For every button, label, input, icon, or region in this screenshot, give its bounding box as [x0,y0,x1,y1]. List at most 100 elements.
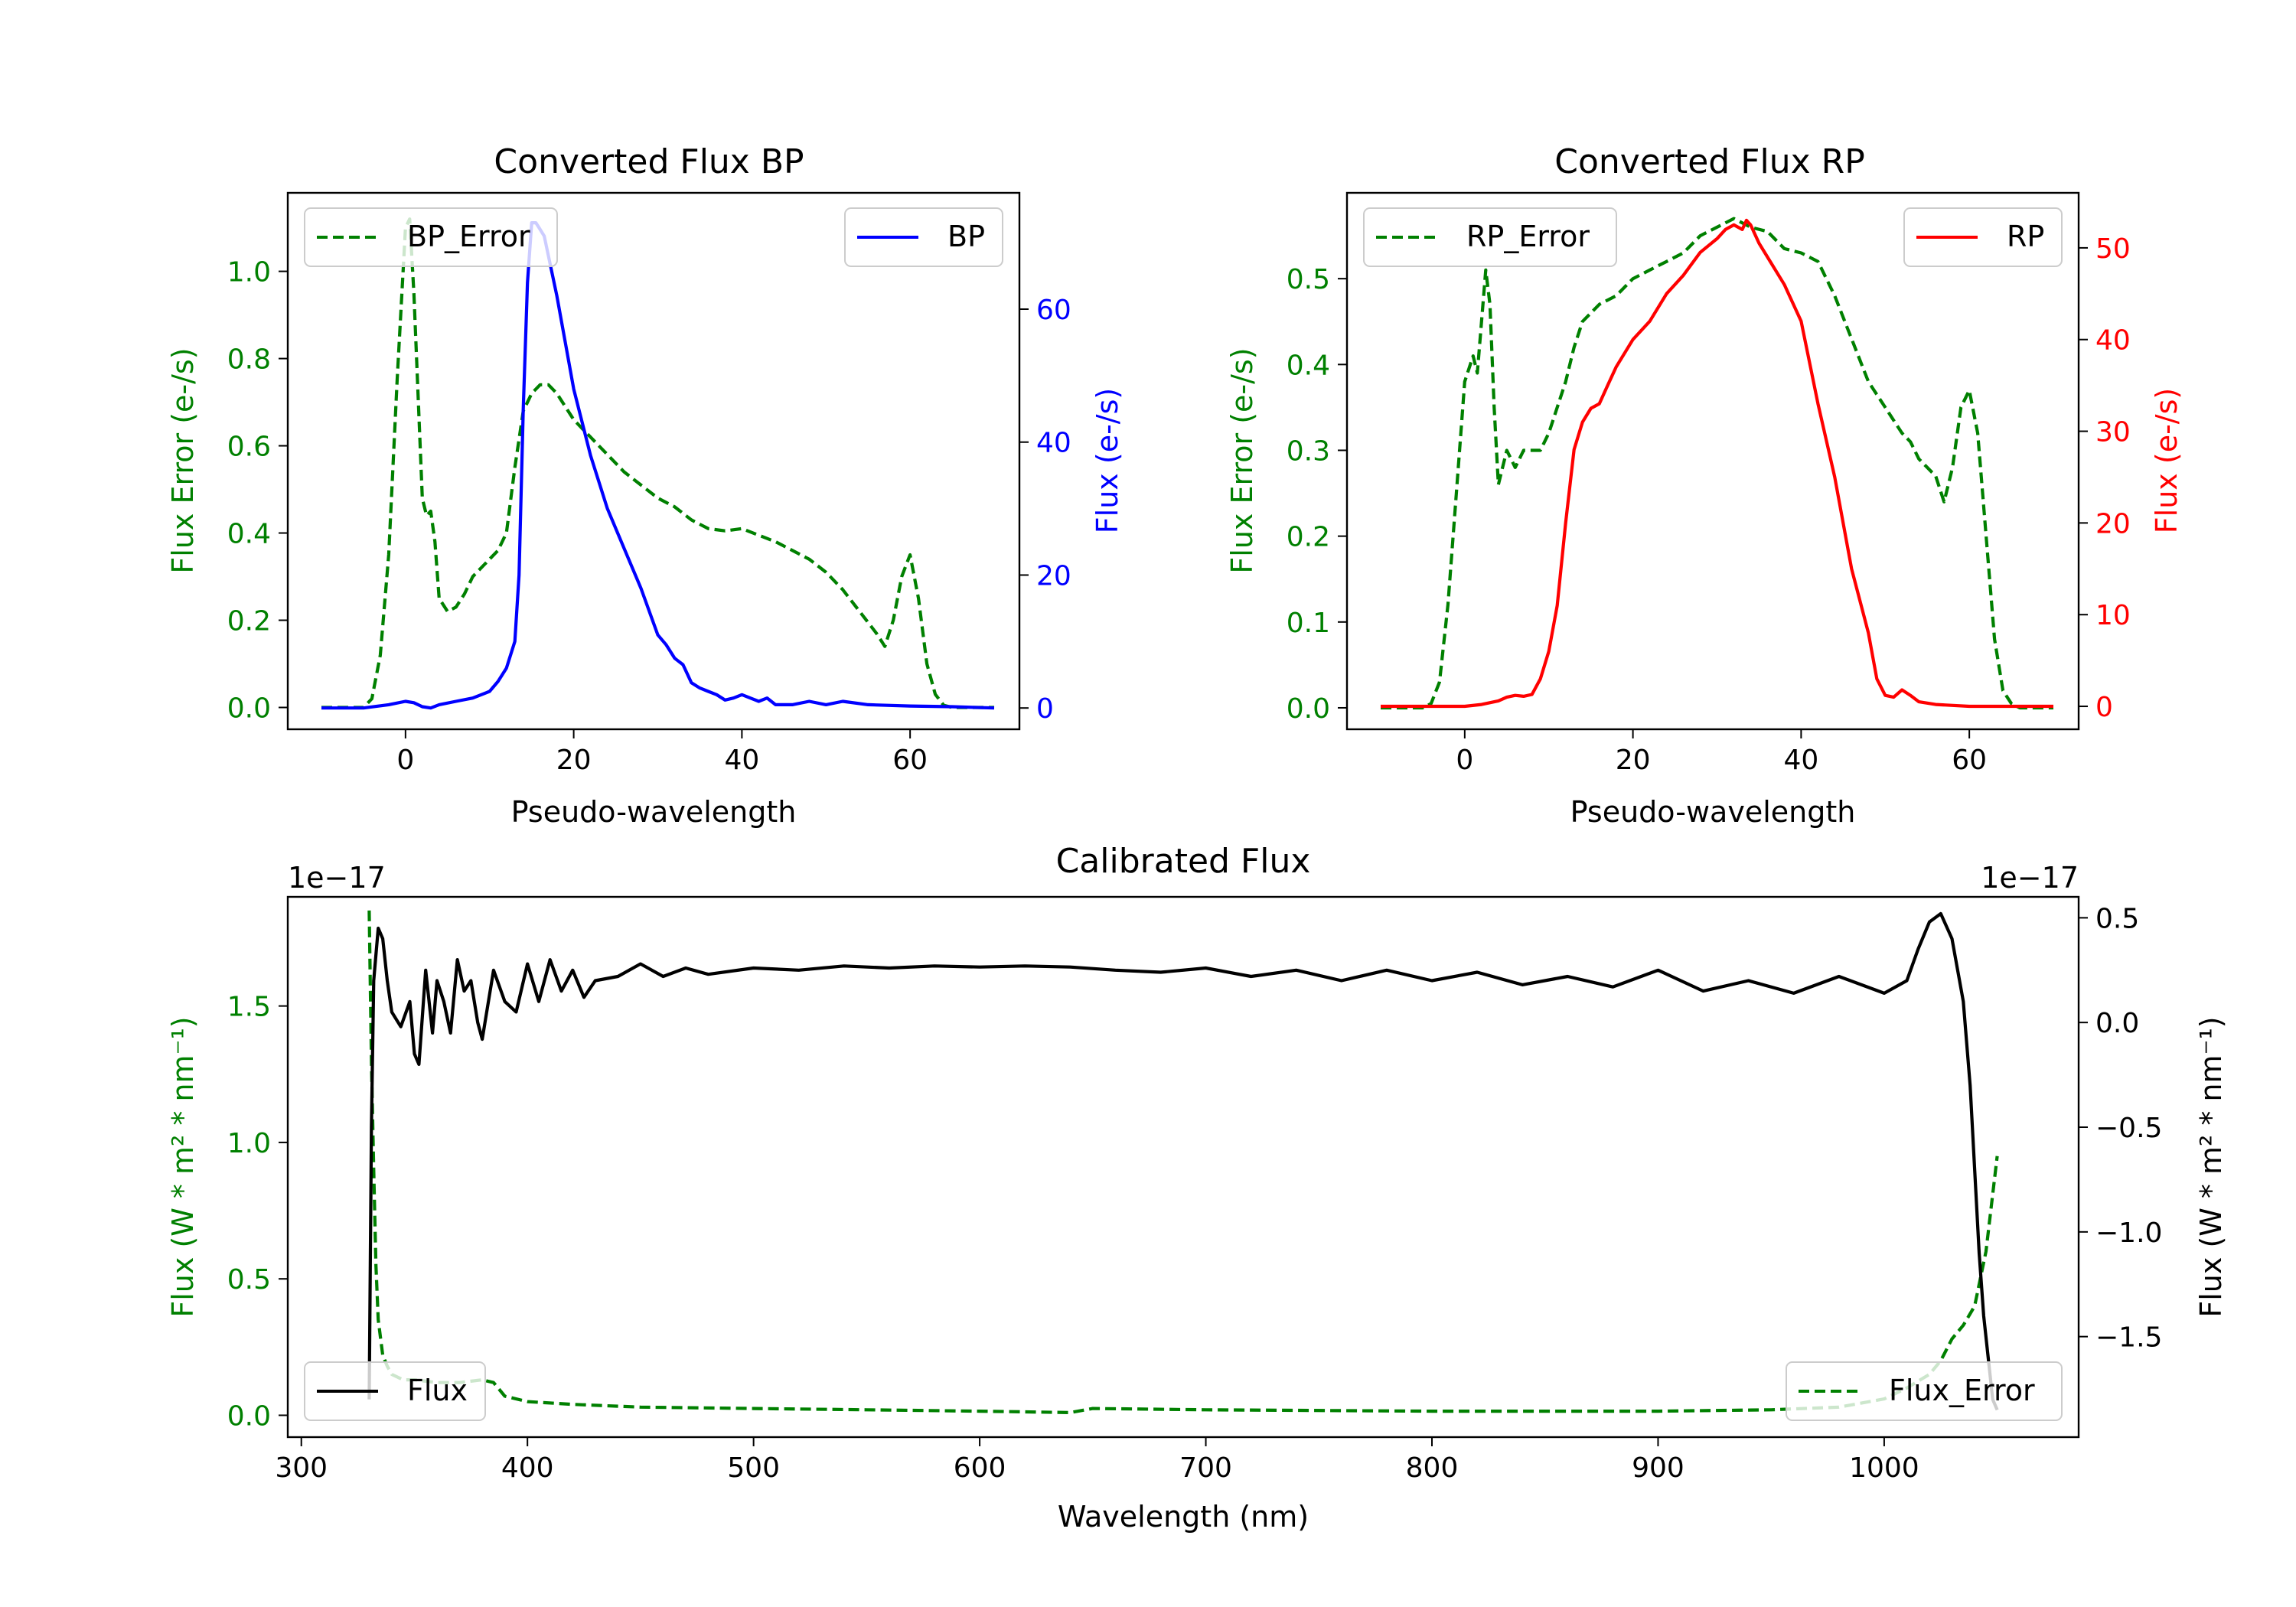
calibrated-left-y-tick-label: 0.0 [227,1400,271,1432]
rp-error-line [1381,217,2053,710]
rp-error-legend-label: RP_Error [1466,220,1590,253]
bp-left-y-tick-label: 1.0 [227,257,271,288]
rp-left-y-label: Flux Error (e-/s) [1225,347,1259,573]
flux-error-line [367,910,1999,1415]
calibrated-right-y-label: Flux (W * m² * nm⁻¹) [2194,1016,2228,1317]
rp-left-y-tick-label: 0.0 [1287,693,1330,725]
calibrated-flux-polyline [367,911,1999,1411]
calibrated-x-tick-label: 300 [275,1452,328,1484]
rp-x-label: Pseudo-wavelength [1570,795,1856,829]
bp-right-y-label: Flux (e-/s) [1091,388,1124,533]
rp-right-y-tick-label: 0 [2095,692,2113,723]
calibrated-right-y-tick-label: 0.0 [2095,1008,2139,1039]
rp-left-y-tick-label: 0.5 [1287,264,1330,295]
panel-calibrated: Calibrated Flux 1e−17 1e−17 300 400 500 600… [166,842,2228,1534]
bp-x-tick-label: 60 [892,745,928,776]
bp-legend-label: BP [947,220,985,253]
rp-error-legend: RP_Error [1363,207,1617,267]
bp-x-tick-label: 0 [396,745,414,776]
left-offset-label: 1e−17 [288,861,386,895]
rp-left-y-tick-label: 0.4 [1287,350,1330,381]
flux-error-legend-label: Flux_Error [1889,1374,2035,1407]
bp-error-legend-label: BP_Error [407,220,530,253]
bp-left-y-label: Flux Error (e-/s) [166,347,200,573]
rp-right-y-label: Flux (e-/s) [2150,388,2183,533]
bp-right-y-tick-label: 60 [1036,295,1071,326]
calibrated-right-y-tick-label: −1.0 [2095,1217,2162,1249]
calibrated-left-y-tick-label: 0.5 [227,1264,271,1296]
flux-legend: Flux [304,1361,486,1421]
bp-right-y-tick-label: 0 [1036,693,1054,725]
rp-flux-line [1381,218,2053,709]
bp-left-y-tick-label: 0.8 [227,344,271,376]
rp-legend-label: RP [2007,220,2044,253]
rp-rp-polyline [1381,218,2053,709]
rp-left-y-tick-label: 0.1 [1287,608,1330,639]
calibrated-plot-frame [286,895,2080,1439]
bp-right-y-tick-label: 40 [1036,428,1071,459]
rp-x-ticks: 0 20 40 60 [1456,729,1987,776]
bp-left-y-tick-label: 0.2 [227,606,271,637]
rp-right-y-tick-label: 10 [2095,600,2131,631]
bp-error-legend: BP_Error [304,207,558,267]
rp-left-y-tick-label: 0.3 [1287,435,1330,467]
bp-right-y-ticks: 0 20 40 60 [1019,295,1071,725]
bp-plot-frame [286,191,1021,731]
calibrated-right-y-ticks: −1.5 −1.0 −0.5 0.0 0.5 [2079,903,2162,1354]
bp-x-tick-label: 20 [556,745,592,776]
rp-right-y-tick-label: 20 [2095,508,2131,539]
calibrated-left-y-label: Flux (W * m² * nm⁻¹) [166,1016,200,1317]
right-offset-label: 1e−17 [1981,861,2079,895]
rp-left-y-tick-label: 0.2 [1287,522,1330,553]
rp-x-tick-label: 20 [1616,745,1651,776]
calibrated-left-y-tick-label: 1.0 [227,1128,271,1159]
rp-x-tick-label: 40 [1783,745,1818,776]
calibrated-x-tick-label: 400 [501,1452,554,1484]
flux-line [367,911,1999,1411]
calibrated-x-ticks: 300 400 500 600 700 800 900 1000 [275,1437,1919,1484]
bp-left-y-tick-label: 0.0 [227,693,271,725]
calibrated-flux-error-polyline [367,910,1999,1415]
rp-plot-frame [1345,191,2080,731]
calibrated-x-tick-label: 900 [1632,1452,1684,1484]
calibrated-title: Calibrated Flux [1056,842,1311,881]
bp-bp-error-polyline [321,217,994,709]
rp-right-y-tick-label: 50 [2095,233,2131,265]
bp-left-y-tick-label: 0.4 [227,519,271,550]
rp-x-tick-label: 60 [1952,745,1987,776]
bp-x-ticks: 0 20 40 60 [396,729,928,776]
flux-legend-label: Flux [407,1374,468,1407]
bp-left-y-tick-label: 0.6 [227,432,271,463]
rp-title: Converted Flux RP [1554,142,1865,181]
panel-rp: Converted Flux RP 0 20 40 60 0.00.10.20.30.… [1225,142,2183,829]
rp-rp-error-polyline [1381,217,2053,710]
panel-bp: Converted Flux BP 0 20 40 60 0.00.20.40.60.… [166,142,1124,829]
rp-left-y-ticks: 0.0 0.1 0.2 0.3 0.4 0.5 [1287,264,1347,725]
calibrated-x-tick-label: 800 [1406,1452,1459,1484]
rp-right-y-ticks: 0 10 20 30 40 50 [2079,233,2131,723]
calibrated-x-tick-label: 700 [1179,1452,1232,1484]
rp-x-tick-label: 0 [1456,745,1473,776]
calibrated-right-y-tick-label: −0.5 [2095,1113,2162,1144]
rp-legend: RP [1903,207,2063,267]
calibrated-left-y-ticks: 0.0 0.5 1.0 1.5 [227,992,288,1432]
calibrated-x-tick-label: 1000 [1849,1452,1919,1484]
calibrated-left-y-tick-label: 1.5 [227,992,271,1023]
bp-error-line [321,217,994,709]
bp-legend: BP [844,207,1003,267]
bp-left-y-ticks: 0.0 0.2 0.4 0.6 0.8 1.0 [227,257,288,725]
bp-title: Converted Flux BP [494,142,804,181]
calibrated-right-y-tick-label: −1.5 [2095,1322,2162,1354]
bp-flux-line [321,221,995,710]
calibrated-x-label: Wavelength (nm) [1058,1500,1309,1534]
flux-error-legend: Flux_Error [1786,1361,2063,1421]
bp-x-label: Pseudo-wavelength [511,795,797,829]
calibrated-x-tick-label: 600 [954,1452,1006,1484]
bp-x-tick-label: 40 [724,745,759,776]
bp-right-y-tick-label: 20 [1036,560,1071,592]
rp-right-y-tick-label: 30 [2095,417,2131,448]
rp-right-y-tick-label: 40 [2095,325,2131,357]
bp-bp-polyline [321,221,995,710]
calibrated-x-tick-label: 500 [727,1452,780,1484]
